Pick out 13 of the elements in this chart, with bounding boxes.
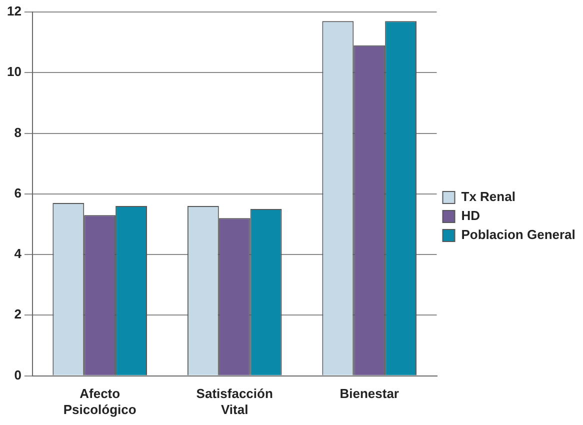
x-tick-label: Bienestar <box>340 386 399 402</box>
y-tick-label: 10 <box>6 64 22 80</box>
y-tick-label: 2 <box>14 306 22 322</box>
y-tick-label: 8 <box>14 124 22 140</box>
legend-label: Poblacion General <box>461 227 576 242</box>
x-tick-label: Afecto Psicológico <box>63 386 136 417</box>
legend-label: HD <box>461 208 480 224</box>
y-tick-label: 6 <box>14 185 22 200</box>
y-tick-label: 0 <box>14 367 22 382</box>
y-tick-label: 4 <box>14 246 22 262</box>
legend-label: Tx Renal <box>461 189 516 204</box>
y-tick-label: 12 <box>6 4 22 19</box>
x-tick-label: Satisfacción Vital <box>196 386 273 417</box>
